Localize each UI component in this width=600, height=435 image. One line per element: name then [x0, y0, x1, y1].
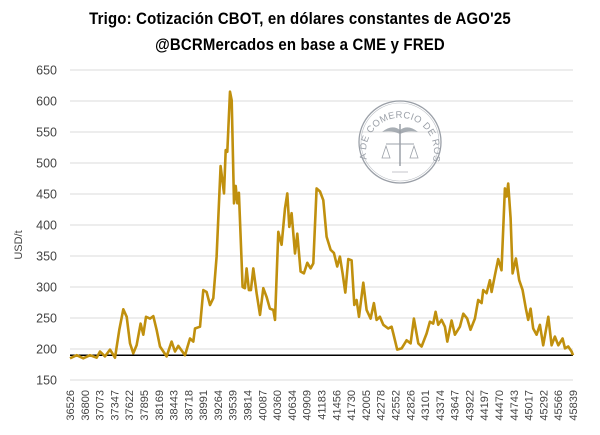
x-tick-label: 41456 — [331, 390, 343, 421]
y-tick-label: 150 — [36, 374, 57, 388]
y-tick-label: 200 — [36, 343, 57, 357]
series-trigo — [69, 90, 575, 360]
x-tick-label: 45292 — [538, 390, 550, 421]
x-tick-label: 45566 — [553, 390, 565, 421]
y-tick-label: 350 — [36, 250, 57, 264]
y-axis-title: USD/t — [13, 230, 25, 259]
x-tick-label: 38991 — [198, 390, 210, 421]
x-tick-label: 40909 — [302, 390, 314, 421]
bcr-seal-watermark: BOLSA DE COMERCIO DE ROSARIO — [0, 0, 442, 184]
x-tick-label: 37622 — [124, 390, 136, 421]
x-tick-label: 44197 — [479, 390, 491, 421]
x-tick-label: 42005 — [361, 390, 373, 421]
x-tick-label: 40360 — [272, 390, 284, 421]
x-tick-label: 43374 — [435, 390, 447, 421]
x-tick-label: 38169 — [154, 390, 166, 421]
x-tick-label: 43101 — [420, 390, 432, 421]
x-tick-label: 36526 — [65, 390, 77, 421]
series-line-trigo — [69, 90, 575, 360]
y-tick-label: 600 — [36, 95, 57, 109]
x-tick-label: 40087 — [257, 390, 269, 421]
svg-text:BOLSA DE COMERCIO DE ROSARIO: BOLSA DE COMERCIO DE ROSARIO — [0, 0, 442, 163]
x-tick-label: 41730 — [346, 390, 358, 421]
x-tick-label: 42278 — [376, 390, 388, 421]
x-tick-label: 45017 — [524, 390, 536, 421]
y-tick-label: 450 — [36, 188, 57, 202]
chart-title: Trigo: Cotización CBOT, en dólares const… — [89, 9, 511, 28]
y-axis: 150 200 250 300 350 400 450 500 550 600 650 — [36, 64, 57, 388]
y-tick-label: 650 — [36, 64, 57, 78]
x-tick-label: 39539 — [228, 390, 240, 421]
x-tick-label: 44470 — [494, 390, 506, 421]
x-tick-label: 45839 — [568, 390, 580, 421]
y-tick-label: 400 — [36, 219, 57, 233]
x-tick-label: 39264 — [213, 390, 225, 421]
x-tick-label: 37895 — [139, 390, 151, 421]
seal-text: BOLSA DE COMERCIO DE ROSARIO — [0, 0, 442, 163]
x-tick-label: 38443 — [169, 390, 181, 421]
x-tick-label: 42826 — [405, 390, 417, 421]
x-tick-label: 43922 — [464, 390, 476, 421]
x-tick-label: 43647 — [450, 390, 462, 421]
x-tick-label: 40634 — [287, 390, 299, 421]
y-tick-label: 500 — [36, 157, 57, 171]
x-axis: 36526 36800 37073 37347 37622 37895 38169 38443… — [65, 390, 580, 421]
x-tick-label: 37073 — [95, 390, 107, 421]
x-tick-label: 38718 — [183, 390, 195, 421]
x-tick-label: 44743 — [509, 390, 521, 421]
y-tick-label: 250 — [36, 312, 57, 326]
gridlines — [70, 69, 573, 381]
x-tick-label: 37347 — [109, 390, 121, 421]
chart-subtitle: @BCRMercados en base a CME y FRED — [155, 35, 445, 54]
x-tick-label: 41183 — [317, 390, 329, 420]
x-tick-label: 36800 — [80, 390, 92, 421]
x-tick-label: 42552 — [390, 390, 402, 421]
y-tick-label: 550 — [36, 126, 57, 140]
y-tick-label: 300 — [36, 281, 57, 295]
x-tick-label: 39814 — [243, 390, 255, 421]
